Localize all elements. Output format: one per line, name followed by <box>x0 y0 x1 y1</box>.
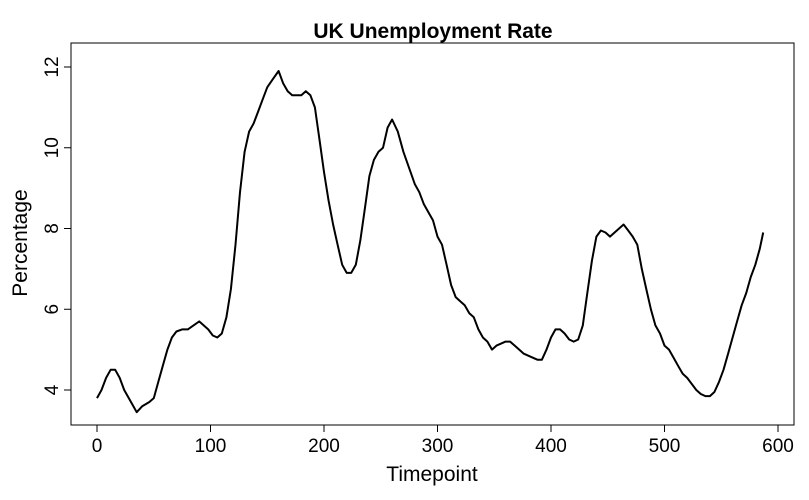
x-tick-label: 600 <box>762 436 794 457</box>
y-axis: 4 6 8 10 12 <box>42 56 72 395</box>
x-axis: 0 100 200 300 400 500 600 <box>92 424 794 457</box>
series-line <box>96 70 765 414</box>
y-axis-label: Percentage <box>9 189 32 296</box>
y-tick-label: 12 <box>42 56 63 77</box>
x-tick-label: 500 <box>649 436 681 457</box>
x-tick-label: 400 <box>535 436 567 457</box>
x-tick-label: 200 <box>308 436 340 457</box>
y-tick-label: 4 <box>42 384 63 395</box>
x-tick-label: 100 <box>195 436 227 457</box>
y-tick-label: 6 <box>42 304 63 315</box>
x-tick-label: 0 <box>92 436 103 457</box>
chart-title: UK Unemployment Rate <box>313 20 552 43</box>
x-axis-label: Timepoint <box>386 463 478 486</box>
y-tick-label: 10 <box>42 137 63 158</box>
plot-area-border <box>70 42 795 426</box>
x-tick-label: 300 <box>422 436 454 457</box>
y-tick-label: 8 <box>42 223 63 234</box>
